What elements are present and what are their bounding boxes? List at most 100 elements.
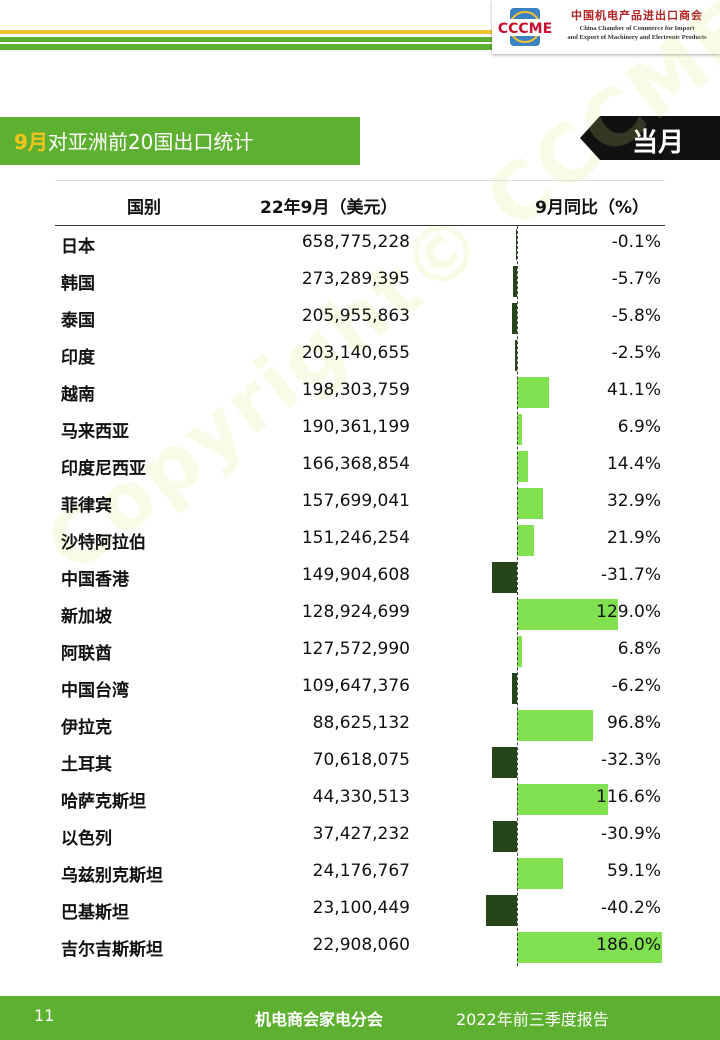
table-row: 巴基斯坦 23,100,449 -40.2% — [55, 892, 665, 929]
country-name: 韩国 — [61, 274, 95, 294]
yoy-percent: 21.9% — [606, 528, 661, 548]
export-value: 70,618,075 — [312, 750, 410, 770]
yoy-bar — [512, 266, 517, 297]
title-band: 9月对亚洲前20国出口统计 — [0, 117, 360, 165]
yoy-bar — [517, 710, 593, 741]
zero-axis-line — [517, 226, 518, 966]
country-name: 日本 — [61, 237, 95, 257]
yoy-bar — [515, 229, 517, 260]
yoy-percent: 32.9% — [606, 491, 661, 511]
footer-bar: 11 机电商会家电分会 2022年前三季度报告 — [0, 996, 720, 1040]
logo-mark-text: CCCME — [498, 21, 552, 37]
yoy-bar — [517, 525, 535, 556]
table-row: 日本 658,775,228 -0.1% — [55, 226, 665, 263]
yoy-percent: -0.1% — [611, 232, 661, 252]
yoy-bar — [517, 451, 529, 482]
country-name: 印度 — [61, 348, 95, 368]
yoy-percent: -40.2% — [600, 898, 661, 918]
yoy-bar — [517, 636, 523, 667]
yoy-bar — [515, 340, 517, 371]
country-name: 乌兹别克斯坦 — [61, 866, 163, 886]
yoy-percent: -2.5% — [611, 343, 661, 363]
yoy-bar — [517, 858, 564, 889]
export-value: 157,699,041 — [301, 491, 410, 511]
header-stripe-yellow — [0, 30, 492, 34]
export-value: 149,904,608 — [301, 565, 410, 585]
yoy-bar — [492, 821, 517, 852]
table-header: 国别 22年9月（美元） 9月同比（%） — [55, 180, 665, 226]
yoy-bar — [491, 747, 517, 778]
table-row: 土耳其 70,618,075 -32.3% — [55, 744, 665, 781]
table-row: 中国台湾 109,647,376 -6.2% — [55, 670, 665, 707]
export-value: 198,303,759 — [301, 380, 410, 400]
yoy-bar — [517, 599, 618, 630]
yoy-percent: 96.8% — [606, 713, 661, 733]
country-name: 阿联酋 — [61, 644, 112, 664]
country-name: 马来西亚 — [61, 422, 129, 442]
footer-report-title: 2022年前三季度报告 — [456, 1010, 609, 1029]
table-row: 印度 203,140,655 -2.5% — [55, 337, 665, 374]
export-value: 151,246,254 — [301, 528, 410, 548]
country-name: 越南 — [61, 385, 95, 405]
country-name: 伊拉克 — [61, 718, 112, 738]
table-row: 新加坡 128,924,699 129.0% — [55, 596, 665, 633]
logo-text: 中国机电产品进出口商会 China Chamber of Commerce fo… — [558, 8, 716, 42]
country-name: 新加坡 — [61, 607, 112, 627]
period-badge: 当月 — [580, 116, 720, 160]
yoy-percent: -5.8% — [611, 306, 661, 326]
table-row: 阿联酋 127,572,990 6.8% — [55, 633, 665, 670]
export-value: 128,924,699 — [301, 602, 410, 622]
yoy-bar — [492, 562, 517, 593]
yoy-percent: 59.1% — [606, 861, 661, 881]
cccme-logo-icon: CCCME — [497, 8, 553, 46]
country-name: 中国香港 — [61, 570, 129, 590]
yoy-percent: -30.9% — [600, 824, 661, 844]
export-value: 37,427,232 — [312, 824, 410, 844]
table-row: 泰国 205,955,863 -5.8% — [55, 300, 665, 337]
header-stripe-green — [0, 37, 492, 42]
table-row: 乌兹别克斯坦 24,176,767 59.1% — [55, 855, 665, 892]
table-row: 韩国 273,289,395 -5.7% — [55, 263, 665, 300]
logo-chinese-name: 中国机电产品进出口商会 — [571, 9, 703, 22]
export-value: 24,176,767 — [312, 861, 410, 881]
table-row: 沙特阿拉伯 151,246,254 21.9% — [55, 522, 665, 559]
country-name: 菲律宾 — [61, 496, 112, 516]
header-stripe-green-wide — [0, 44, 720, 50]
yoy-percent: 41.1% — [606, 380, 661, 400]
export-value: 22,908,060 — [312, 935, 410, 955]
country-name: 印度尼西亚 — [61, 459, 146, 479]
table-row: 以色列 37,427,232 -30.9% — [55, 818, 665, 855]
table-row: 印度尼西亚 166,368,854 14.4% — [55, 448, 665, 485]
yoy-bar — [517, 932, 663, 963]
table-row: 伊拉克 88,625,132 96.8% — [55, 707, 665, 744]
country-name: 沙特阿拉伯 — [61, 533, 146, 553]
table-row: 吉尔吉斯斯坦 22,908,060 186.0% — [55, 929, 665, 966]
table-row: 中国香港 149,904,608 -31.7% — [55, 559, 665, 596]
country-name: 吉尔吉斯斯坦 — [61, 940, 163, 960]
page-title: 9月对亚洲前20国出口统计 — [14, 126, 253, 155]
export-value: 658,775,228 — [301, 232, 410, 252]
header-value: 22年9月（美元） — [260, 198, 398, 218]
logo-english-line2: and Export of Machinery and Electronic P… — [567, 34, 707, 41]
export-value: 273,289,395 — [301, 269, 410, 289]
country-name: 巴基斯坦 — [61, 903, 129, 923]
country-name: 土耳其 — [61, 755, 112, 775]
header-yoy: 9月同比（%） — [535, 198, 649, 218]
export-table: 国别 22年9月（美元） 9月同比（%） 日本 658,775,228 -0.1% 韩… — [55, 180, 665, 966]
page-number: 11 — [34, 1006, 55, 1025]
footer-department: 机电商会家电分会 — [255, 1010, 384, 1029]
export-value: 44,330,513 — [312, 787, 410, 807]
yoy-percent: 14.4% — [606, 454, 661, 474]
title-text: 对亚洲前20国出口统计 — [47, 130, 254, 154]
export-value: 88,625,132 — [312, 713, 410, 733]
export-value: 109,647,376 — [301, 676, 410, 696]
yoy-bar — [517, 488, 543, 519]
yoy-percent: 6.9% — [617, 417, 661, 437]
table-row: 马来西亚 190,361,199 6.9% — [55, 411, 665, 448]
export-value: 127,572,990 — [301, 639, 410, 659]
yoy-percent: 129.0% — [596, 602, 661, 622]
yoy-percent: -6.2% — [611, 676, 661, 696]
yoy-bar — [517, 784, 608, 815]
table-row: 越南 198,303,759 41.1% — [55, 374, 665, 411]
yoy-percent: -5.7% — [611, 269, 661, 289]
